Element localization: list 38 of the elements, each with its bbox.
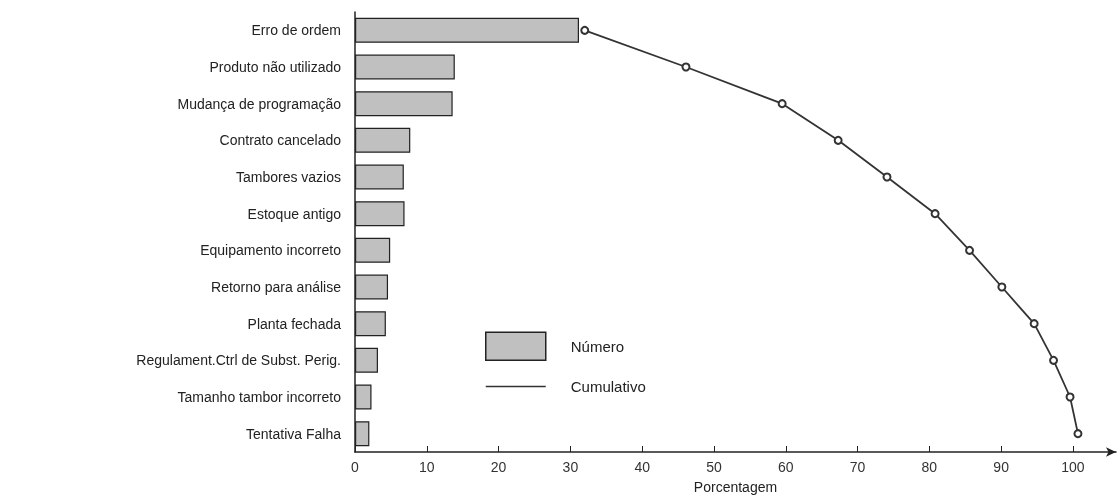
x-tick-label: 40 <box>634 459 651 475</box>
x-tick-label: 60 <box>777 459 794 475</box>
y-tick-label: Tambores vazios <box>235 169 341 185</box>
point <box>1065 392 1075 402</box>
legend-label: Número <box>570 337 625 355</box>
point <box>1049 355 1059 365</box>
point <box>1029 319 1039 329</box>
y-tick-label: Produto não utilizado <box>209 59 342 75</box>
y-tick-label: Retorno para análise <box>211 279 342 295</box>
point <box>882 172 892 182</box>
point <box>777 99 787 109</box>
x-tick-label: 0 <box>351 459 360 475</box>
x-axis-title: Porcentagem <box>693 479 778 495</box>
y-tick-label: Equipamento incorreto <box>200 242 342 259</box>
x-tick-label: 100 <box>1061 459 1085 475</box>
point <box>833 135 843 145</box>
point <box>930 209 940 219</box>
y-tick-label: Erro de ordem <box>251 22 341 39</box>
x-tick-label: 30 <box>562 459 579 475</box>
x-tick-label: 70 <box>849 459 866 475</box>
x-tick-label: 80 <box>921 459 938 475</box>
point <box>681 62 691 72</box>
legend-label: Cumulativo <box>570 378 646 395</box>
y-tick-label: Tentativa Falha <box>246 425 342 442</box>
point <box>1073 429 1083 439</box>
x-tick-label: 90 <box>993 459 1010 475</box>
y-tick-label: Contrato cancelado <box>219 132 342 149</box>
point <box>965 245 975 255</box>
y-tick-label: Planta fechada <box>247 315 342 332</box>
y-tick-label: Estoque antigo <box>247 205 342 222</box>
x-tick-label: 20 <box>490 459 507 475</box>
point <box>580 25 590 35</box>
x-tick-label: 10 <box>419 459 435 475</box>
y-tick-label: Tamanho tambor incorreto <box>177 389 342 405</box>
y-tick-label: Mudança de programação <box>177 95 342 112</box>
point <box>997 282 1007 292</box>
x-tick-label: 50 <box>706 459 722 475</box>
y-tick-label: Regulament.Ctrl de Subst. Perig. <box>136 352 341 369</box>
